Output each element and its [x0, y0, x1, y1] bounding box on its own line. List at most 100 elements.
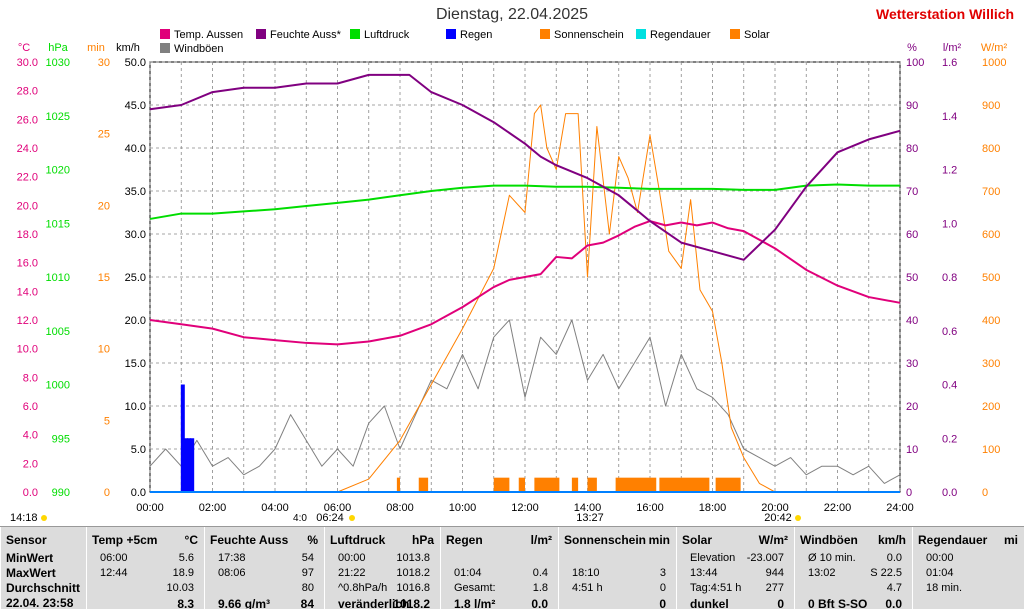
temp-unit: °C: [184, 533, 198, 547]
x-tick-label: 06:00: [324, 502, 352, 514]
rain-unit: l/m²: [530, 533, 552, 547]
axis-tick-temp: 22.0: [17, 172, 38, 184]
rain-value: 0.4: [532, 567, 548, 579]
rain-bar: [183, 438, 188, 492]
sunshine-time: 18:10: [572, 567, 600, 579]
sensor-header: Sensor: [6, 533, 47, 547]
sunshine-time: 4:51 h: [572, 582, 603, 594]
axis-tick-temp: 24.0: [17, 143, 38, 155]
summary-table: Sensor MinWert MaxWert Durchschnitt 22.0…: [0, 526, 1024, 609]
axis-tick-solar: 700: [982, 186, 1000, 198]
x-tick-label: 22:00: [824, 502, 852, 514]
humidity-time: 17:38: [218, 552, 246, 564]
sunset-marker: [795, 515, 801, 521]
axis-tick-wind: 15.0: [125, 358, 146, 370]
x-tick-label: 14:00: [574, 502, 602, 514]
raindur-time: 18 min.: [926, 582, 963, 594]
temp-time: 06:00: [100, 552, 128, 564]
legend-label: Temp. Aussen: [174, 29, 243, 41]
pressure-value: 1018.2: [393, 597, 430, 609]
axis-tick-wind: 0.0: [131, 487, 146, 499]
pressure-column: Luftdruck hPa 00:00 1013.8 21:22 1018.2 ^0.8hP…: [324, 527, 441, 609]
temp-header: Temp +5cm: [92, 533, 158, 547]
axis-tick-pressure: 1005: [46, 326, 70, 338]
solar-time: Elevation: [690, 552, 736, 564]
x-tick-label: 20:00: [761, 502, 789, 514]
rain-bar: [190, 438, 195, 492]
axis-tick-humidity: 0: [906, 487, 912, 499]
rain-bar: [187, 438, 192, 492]
rain-column: Regen l/m² 01:04 0.4 Gesamt: 1.8 1.8 l/m² 0.0: [440, 527, 559, 609]
row-label-min: MinWert: [6, 551, 54, 565]
axis-tick-humidity: 10: [906, 444, 918, 456]
raindur-header: Regendauer: [918, 533, 988, 547]
row-label-current: 22.04. 23:58: [6, 596, 74, 609]
axis-tick-wind: 10.0: [125, 401, 146, 413]
sunshine-bar: [571, 477, 579, 492]
gust-time: 13:02: [808, 567, 836, 579]
pressure-value: 1013.8: [396, 552, 430, 564]
gust-value: S 22.5: [870, 567, 902, 579]
temp-time: 12:44: [100, 567, 128, 579]
sunrise-label: 06:24: [316, 512, 344, 524]
axis-tick-temp: 30.0: [17, 57, 38, 69]
axis-tick-pressure: 1015: [46, 218, 70, 230]
axis-tick-pressure: 1020: [46, 165, 70, 177]
solar-column: Solar W/m² Elevation -23.007 13:44 944 Tag:4:5…: [676, 527, 795, 609]
legend-swatch: [160, 29, 170, 39]
legend-swatch: [446, 29, 456, 39]
axis-tick-temp: 12.0: [17, 315, 38, 327]
axis-tick-temp: 16.0: [17, 258, 38, 270]
solar-header: Solar: [682, 533, 713, 547]
axis-tick-solar: 400: [982, 315, 1000, 327]
rain-time: 1.8 l/m²: [454, 597, 496, 609]
axis-tick-rain: 1.6: [942, 57, 957, 69]
legend-label: Windböen: [174, 43, 224, 55]
axis-unit-wind: km/h: [116, 42, 140, 54]
axis-unit-pressure: hPa: [48, 42, 68, 54]
rain-header: Regen: [446, 533, 483, 547]
axis-tick-rain: 0.2: [942, 433, 957, 445]
sunshine-value: 3: [659, 567, 666, 579]
axis-tick-pressure: 1025: [46, 111, 70, 123]
x-tick-label: 24:00: [886, 502, 914, 514]
axis-tick-rain: 1.2: [942, 165, 957, 177]
axis-tick-pressure: 1000: [46, 380, 70, 392]
sunshine-bar: [587, 477, 597, 492]
legend-label: Sonnenschein: [554, 29, 624, 41]
rain-value: 0.0: [531, 597, 548, 609]
humidity-value: 54: [301, 552, 314, 564]
humidity-time: 9.66 g/m³: [218, 597, 271, 609]
axis-tick-minutes: 20: [98, 200, 110, 212]
sunshine-value: 0: [659, 582, 666, 594]
axis-tick-temp: 14.0: [17, 286, 38, 298]
pressure-time: 21:22: [338, 567, 366, 579]
axis-tick-temp: 10.0: [17, 344, 38, 356]
axis-tick-pressure: 1030: [46, 57, 70, 69]
axis-unit-temp: °C: [18, 42, 30, 54]
gust-header: Windböen: [800, 533, 858, 547]
axis-tick-temp: 2.0: [23, 458, 38, 470]
axis-unit-minutes: min: [87, 42, 105, 54]
pressure-time: veränderlich: [338, 597, 410, 609]
temp-value: 8.3: [177, 597, 194, 609]
legend-swatch: [256, 29, 266, 39]
axis-tick-temp: 20.0: [17, 200, 38, 212]
pressure-value: 1016.8: [396, 582, 430, 594]
pressure-unit: hPa: [411, 533, 434, 547]
axis-tick-wind: 20.0: [125, 315, 146, 327]
legend-swatch: [160, 43, 170, 53]
solar-time: dunkel: [690, 597, 729, 609]
axis-tick-rain: 0.6: [942, 326, 957, 338]
axis-tick-temp: 0.0: [23, 487, 38, 499]
axis-tick-wind: 35.0: [125, 186, 146, 198]
axis-tick-solar: 800: [982, 143, 1000, 155]
axis-tick-humidity: 20: [906, 401, 918, 413]
legend-label: Regendauer: [650, 29, 711, 41]
rain-bar: [180, 384, 185, 492]
axis-tick-minutes: 15: [98, 272, 110, 284]
x-tick-label: 02:00: [199, 502, 227, 514]
pressure-value: 1018.2: [396, 567, 430, 579]
wind-gust-line: [149, 319, 901, 484]
axis-tick-temp: 18.0: [17, 229, 38, 241]
